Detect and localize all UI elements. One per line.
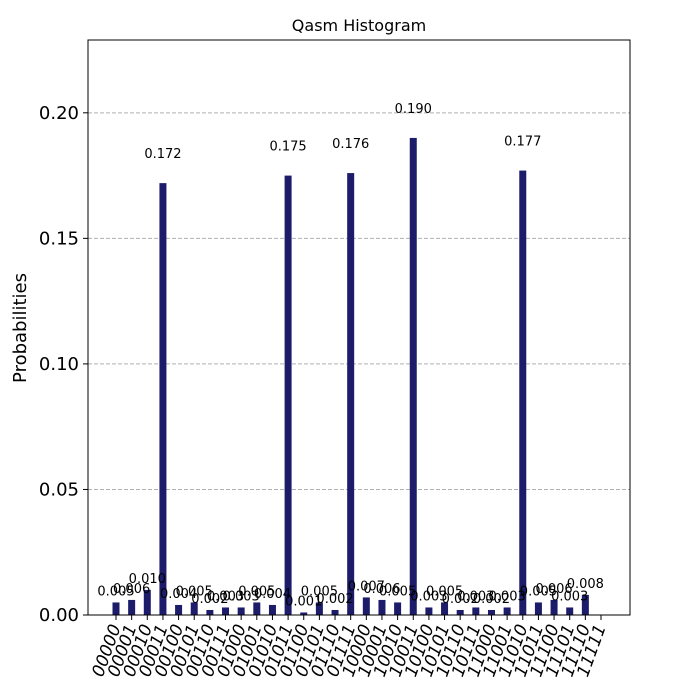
data-label: 0.005 [238, 584, 275, 599]
data-label: 0.006 [113, 582, 150, 597]
bar-00101 [190, 602, 198, 615]
y-tick-label: 0.00 [39, 605, 79, 626]
bar-10111 [472, 607, 480, 615]
bar-01110 [331, 609, 339, 615]
data-label: 0.005 [97, 584, 134, 599]
bar-01011 [284, 175, 292, 615]
bar-11011 [534, 602, 542, 615]
bar-11101 [566, 607, 574, 615]
bar-01111 [347, 173, 355, 615]
data-label: 0.006 [535, 582, 572, 597]
bar-10110 [456, 609, 464, 615]
bar-00100 [175, 604, 183, 615]
bar-00011 [159, 183, 167, 616]
data-label: 0.007 [348, 579, 385, 594]
data-label: 0.001 [285, 594, 322, 609]
y-tick-label: 0.10 [39, 354, 79, 375]
bar-00111 [222, 607, 230, 615]
chart-title: Qasm Histogram [292, 16, 426, 35]
bar-10001 [378, 599, 386, 615]
data-label: 0.003 [410, 589, 447, 604]
bar-01100 [300, 612, 308, 615]
x-axis-ticks: 0000000001000100001100100001010011000111… [88, 615, 611, 680]
data-label: 0.172 [144, 147, 181, 162]
bar-10000 [362, 597, 370, 615]
data-label: 0.002 [442, 592, 479, 607]
bar-00001 [128, 599, 136, 615]
bar-11001 [503, 607, 511, 615]
bar-11110 [581, 594, 589, 615]
data-label: 0.005 [426, 584, 463, 599]
data-label: 0.190 [395, 102, 432, 117]
plot-frame [87, 39, 631, 616]
data-label: 0.003 [489, 589, 526, 604]
bar-11100 [550, 599, 558, 615]
bar-00010 [143, 589, 151, 615]
bar-11010 [519, 170, 527, 615]
bar-00000 [112, 602, 120, 615]
bar-01010 [268, 604, 276, 615]
bars [112, 137, 589, 616]
data-label: 0.002 [191, 592, 228, 607]
y-tick-label: 0.15 [39, 228, 79, 249]
bar-00110 [206, 609, 214, 615]
y-axis-label: Probabilities [10, 273, 31, 383]
bar-10011 [409, 137, 417, 615]
bar-10010 [394, 602, 402, 615]
data-label: 0.002 [316, 592, 353, 607]
y-tick-label: 0.20 [39, 103, 79, 124]
data-label: 0.176 [332, 137, 369, 152]
data-label: 0.003 [457, 589, 494, 604]
gridlines [88, 112, 630, 490]
data-label: 0.003 [551, 589, 588, 604]
data-label: 0.005 [520, 584, 557, 599]
bar-10100 [425, 607, 433, 615]
data-label: 0.005 [176, 584, 213, 599]
data-label: 0.005 [301, 584, 338, 599]
data-label: 0.004 [160, 587, 197, 602]
data-label: 0.177 [504, 135, 541, 150]
data-label: 0.003 [207, 589, 244, 604]
data-label: 0.010 [129, 572, 166, 587]
bar-01101 [315, 602, 323, 615]
data-labels: 0.0050.0060.0100.1720.0040.0050.0020.003… [97, 102, 604, 610]
data-label: 0.006 [363, 582, 400, 597]
data-label: 0.005 [379, 584, 416, 599]
y-axis-ticks: 0.00 0.05 0.10 0.15 0.20 [39, 103, 88, 626]
bar-01000 [237, 607, 245, 615]
bar-01001 [253, 602, 261, 615]
data-label: 0.002 [473, 592, 510, 607]
data-label: 0.004 [254, 587, 291, 602]
data-label: 0.175 [269, 140, 306, 155]
y-tick-label: 0.05 [39, 479, 79, 500]
bar-11000 [487, 609, 495, 615]
data-label: 0.008 [567, 577, 604, 592]
data-label: 0.003 [223, 589, 260, 604]
bar-10101 [441, 602, 449, 615]
